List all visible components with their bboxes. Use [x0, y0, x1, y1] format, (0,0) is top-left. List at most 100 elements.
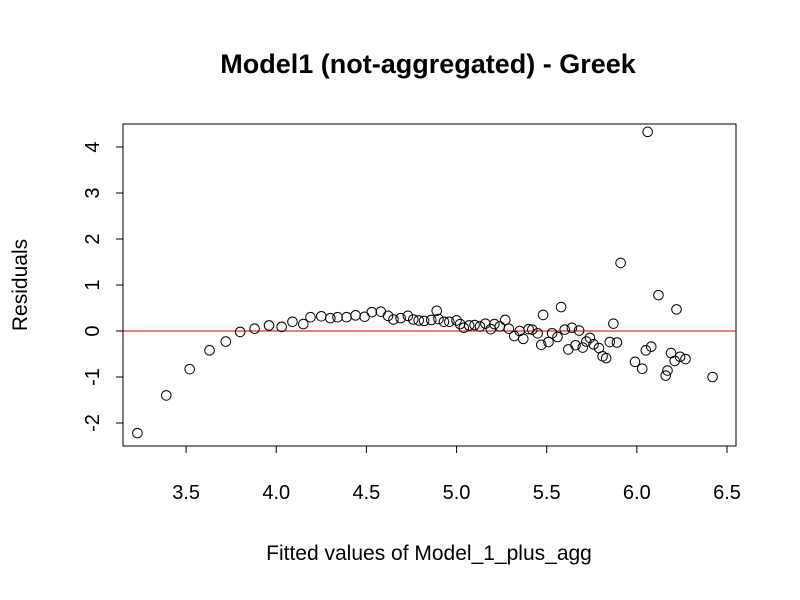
- data-point: [263, 320, 275, 331]
- y-axis-label: Residuals: [9, 239, 32, 331]
- data-point: [636, 363, 648, 375]
- data-point: [375, 306, 387, 317]
- data-point: [220, 336, 232, 347]
- data-point: [458, 322, 470, 334]
- data-point: [517, 333, 529, 345]
- data-point: [669, 355, 681, 367]
- data-point: [332, 311, 343, 323]
- data-point: [388, 314, 399, 325]
- data-point: [570, 339, 581, 351]
- data-point: [431, 305, 443, 317]
- plot-border: [122, 123, 737, 447]
- data-point: [532, 328, 543, 339]
- data-point: [537, 309, 549, 321]
- data-point: [382, 310, 394, 322]
- data-point: [413, 315, 424, 326]
- data-point: [608, 318, 619, 329]
- data-point: [418, 315, 430, 327]
- x-tick-label: 4.5: [352, 482, 380, 504]
- y-tick-label: 1: [82, 279, 104, 290]
- x-tick-label: 6.5: [713, 482, 741, 504]
- data-point: [615, 257, 626, 269]
- data-point: [640, 345, 652, 356]
- data-point: [552, 331, 563, 343]
- data-point: [555, 301, 567, 313]
- data-point: [287, 316, 298, 328]
- x-tick-label: 5.5: [533, 482, 561, 504]
- data-point: [469, 319, 480, 331]
- data-point: [325, 312, 336, 324]
- data-point: [480, 318, 491, 329]
- data-point: [660, 370, 671, 381]
- data-point: [573, 325, 585, 336]
- data-point: [523, 323, 534, 335]
- y-tick-label: -1: [82, 368, 104, 386]
- data-point: [316, 310, 327, 322]
- data-point: [402, 310, 414, 322]
- data-point: [526, 324, 538, 335]
- data-point: [341, 311, 352, 323]
- data-point: [543, 336, 554, 348]
- data-point: [680, 353, 691, 365]
- data-point: [438, 316, 450, 328]
- data-point: [433, 313, 444, 325]
- data-point: [503, 323, 515, 335]
- chart-title: Model1 (not-aggregated) - Greek: [220, 49, 637, 79]
- x-tick-label: 3.5: [172, 482, 200, 504]
- y-tick-label: -2: [82, 414, 104, 432]
- data-points: [132, 126, 718, 439]
- data-point: [474, 321, 486, 332]
- data-point: [494, 321, 506, 332]
- data-point: [249, 323, 260, 335]
- data-point: [559, 324, 571, 335]
- data-point: [204, 345, 215, 356]
- data-point: [584, 332, 596, 344]
- data-point: [395, 312, 406, 324]
- data-point: [350, 310, 361, 321]
- data-point: [588, 339, 599, 350]
- data-point: [707, 371, 718, 383]
- data-point: [642, 126, 653, 138]
- x-axis: 3.5 4.0 4.5 5.0 5.5 6.0 6.5: [172, 445, 741, 504]
- data-point: [577, 342, 589, 353]
- data-point: [444, 316, 455, 328]
- data-point: [489, 318, 500, 330]
- data-point: [184, 363, 196, 375]
- data-point: [581, 336, 592, 347]
- data-point: [451, 315, 462, 326]
- data-point: [499, 314, 511, 326]
- data-point: [160, 390, 172, 401]
- y-tick-label: 0: [82, 325, 104, 336]
- data-point: [566, 322, 578, 334]
- data-point: [674, 351, 686, 363]
- data-point: [276, 321, 287, 333]
- data-point: [508, 330, 520, 342]
- data-point: [629, 356, 641, 368]
- plot-region: [122, 123, 737, 447]
- data-point: [463, 320, 475, 331]
- data-point: [653, 289, 664, 301]
- x-tick-label: 5.0: [443, 482, 471, 504]
- data-point: [297, 318, 309, 330]
- data-point: [671, 304, 682, 315]
- data-point: [366, 306, 378, 318]
- data-point: [611, 337, 623, 348]
- data-point: [426, 314, 437, 326]
- data-point: [359, 311, 370, 323]
- x-tick-label: 6.0: [623, 482, 651, 504]
- data-point: [604, 336, 616, 348]
- y-tick-label: 3: [82, 187, 104, 198]
- y-tick-label: 2: [82, 233, 104, 244]
- x-axis-label: Fitted values of Model_1_plus_agg: [266, 542, 592, 565]
- data-point: [563, 344, 574, 355]
- data-point: [305, 311, 316, 323]
- data-point: [645, 341, 657, 352]
- y-tick-label: 4: [82, 141, 104, 152]
- data-point: [600, 352, 612, 364]
- data-point: [546, 328, 558, 339]
- data-point: [234, 326, 246, 338]
- x-tick-label: 4.0: [262, 482, 290, 504]
- data-point: [535, 339, 547, 351]
- data-point: [407, 314, 419, 325]
